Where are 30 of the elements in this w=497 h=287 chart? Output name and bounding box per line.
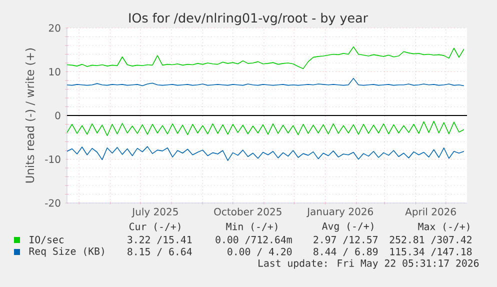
line-series xyxy=(67,120,464,136)
text: 0.00 /712.64m xyxy=(216,236,292,244)
line-series xyxy=(67,146,464,161)
x-tick-label: April 2026 xyxy=(405,208,456,218)
text: 3.22 /15.41 xyxy=(128,236,192,244)
text: Avg (-/+) xyxy=(322,222,374,232)
x-tick-label: October 2025 xyxy=(214,208,282,216)
text: Cur (-/+) xyxy=(130,222,180,232)
text: 8.44 / 6.89 xyxy=(314,248,378,256)
y-tick-label: 10 xyxy=(49,68,60,76)
x-tick-label: January 2026 xyxy=(306,208,373,218)
legend-label: Req Size (KB) xyxy=(29,247,104,257)
text: 115.34 /147.18 xyxy=(390,248,472,256)
text: 252.81 /307.42 xyxy=(390,236,472,244)
chart-title: IOs for /dev/nlring01-vg/root - by year xyxy=(129,12,368,26)
y-tick-label: -10 xyxy=(45,155,60,164)
text: 2.97 /12.57 xyxy=(314,236,378,244)
line-series xyxy=(67,46,464,70)
y-tick-label: 20 xyxy=(48,24,60,32)
text: Last update: Fri May 22 05:31:17 2026 xyxy=(258,259,479,269)
text: 0.00 / 4.20 xyxy=(228,248,292,256)
y-tick-label: -20 xyxy=(45,199,60,207)
x-tick-label: July 2025 xyxy=(132,208,178,218)
line-series xyxy=(67,78,464,86)
y-axis-title: Units read (-) / write (+) xyxy=(25,48,36,183)
y-tick-label: 0 xyxy=(55,112,60,120)
text: Max (-/+) xyxy=(418,222,470,232)
legend-label: IO/sec xyxy=(30,236,64,244)
text: 8.15 / 6.64 xyxy=(128,248,192,256)
text: Min (-/+) xyxy=(226,222,278,232)
